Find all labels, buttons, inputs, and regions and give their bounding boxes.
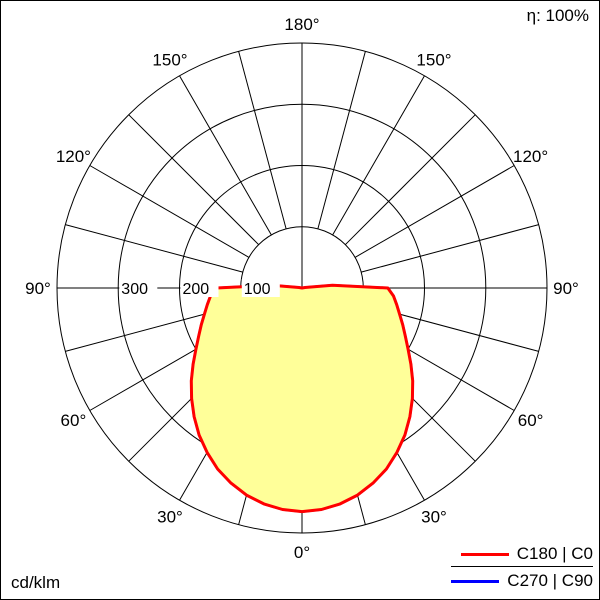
radial-grid-line (317, 51, 366, 229)
angle-label: 30° (157, 508, 183, 527)
radius-tick-label: 100 (244, 281, 271, 298)
radial-grid-line (179, 75, 272, 236)
legend-row-c270-c90: C270 | C90 (451, 566, 593, 593)
angle-label: 30° (421, 508, 447, 527)
radial-grid-line (89, 165, 250, 258)
radius-tick-label-bg (119, 279, 158, 297)
angle-label: 180° (284, 15, 319, 34)
angle-label: 0° (294, 543, 310, 562)
angle-label: 60° (61, 411, 87, 430)
radius-tick-label-bg (180, 279, 219, 297)
radial-grid-line (354, 165, 515, 258)
angle-label: 120° (513, 147, 548, 166)
radial-grid-line (238, 51, 287, 229)
radial-grid-line (128, 114, 260, 246)
legend-label-c180-c0: C180 | C0 (516, 544, 593, 563)
angle-label: 150° (416, 50, 451, 69)
radial-grid-line (361, 224, 539, 273)
radius-tick-label: 300 (121, 281, 148, 298)
legend: C180 | C0 C270 | C90 (451, 542, 593, 593)
angle-label: 150° (152, 50, 187, 69)
c180-c0-line-swatch (460, 552, 509, 556)
radial-grid-line (344, 114, 476, 246)
angle-label: 90° (25, 279, 51, 298)
angle-label: 120° (56, 147, 91, 166)
c270-c90-line-swatch (451, 579, 500, 583)
radius-tick-label-bg (241, 279, 280, 297)
angle-label: 60° (518, 411, 544, 430)
radius-tick-label: 200 (183, 281, 210, 298)
radial-grid-line (332, 75, 425, 236)
curve-c180-c0 (189, 283, 415, 514)
efficiency-label: η: 100% (526, 6, 589, 25)
unit-label: cd/klm (11, 573, 61, 592)
radial-grid-line (65, 224, 243, 273)
legend-label-c270-c90: C270 | C90 (507, 571, 593, 590)
angle-label: 90° (553, 279, 579, 298)
legend-row-c180-c0: C180 | C0 (451, 542, 593, 566)
